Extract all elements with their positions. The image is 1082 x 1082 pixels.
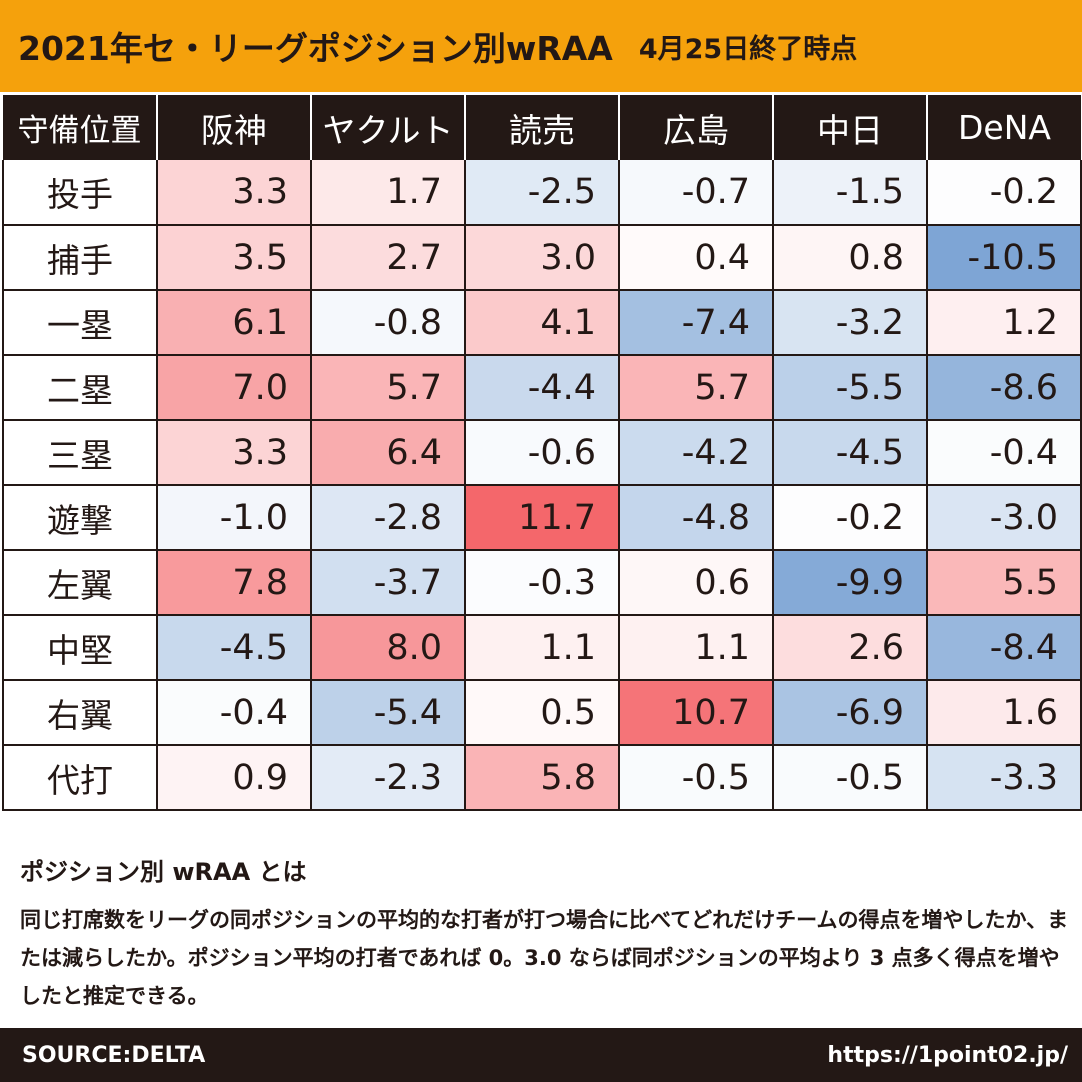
column-header-4: 中日 xyxy=(772,95,927,160)
heat-cell-r4-c1: 6.4 xyxy=(310,419,466,486)
note-body: 同じ打席数をリーグの同ポジションの平均的な打者が打つ場合に比べてどれだけチームの… xyxy=(20,908,1069,1008)
heat-cell-r8-c1: -5.4 xyxy=(310,679,466,746)
row-label-6: 左翼 xyxy=(2,549,158,616)
table-row: 遊撃 -1.0 -2.8 11.7 -4.8 -0.2 -3.0 xyxy=(2,484,1082,551)
corner-label: 守備位置 xyxy=(3,95,157,160)
heat-cell-r5-c0: -1.0 xyxy=(156,484,312,551)
heat-cell-r6-c2: -0.3 xyxy=(464,549,620,616)
heat-cell-r2-c0: 6.1 xyxy=(156,289,312,356)
heat-cell-r9-c4: -0.5 xyxy=(772,744,928,811)
row-label-5: 遊撃 xyxy=(2,484,158,551)
heat-cell-r2-c5: 1.2 xyxy=(926,289,1082,356)
heat-cell-r6-c5: 5.5 xyxy=(926,549,1082,616)
heat-cell-r1-c2: 3.0 xyxy=(464,224,620,291)
column-header-0: 阪神 xyxy=(156,95,311,160)
header-banner: 2021年セ・リーグポジション別wRAA 4月25日終了時点 xyxy=(0,0,1082,92)
heat-cell-r4-c3: -4.2 xyxy=(618,419,774,486)
heat-cell-r2-c2: 4.1 xyxy=(464,289,620,356)
table-row: 二塁 7.0 5.7 -4.4 5.7 -5.5 -8.6 xyxy=(2,354,1082,421)
heat-cell-r3-c2: -4.4 xyxy=(464,354,620,421)
heat-cell-r3-c0: 7.0 xyxy=(156,354,312,421)
heat-cell-r8-c3: 10.7 xyxy=(618,679,774,746)
row-label-4: 三塁 xyxy=(2,419,158,486)
table-row: 中堅 -4.5 8.0 1.1 1.1 2.6 -8.4 xyxy=(2,614,1082,681)
heat-cell-r1-c0: 3.5 xyxy=(156,224,312,291)
row-label-8: 右翼 xyxy=(2,679,158,746)
table-row: 代打 0.9 -2.3 5.8 -0.5 -0.5 -3.3 xyxy=(2,744,1082,811)
heat-cell-r6-c1: -3.7 xyxy=(310,549,466,616)
row-label-3: 二塁 xyxy=(2,354,158,421)
heat-cell-r3-c3: 5.7 xyxy=(618,354,774,421)
heat-cell-r5-c1: -2.8 xyxy=(310,484,466,551)
row-label-2: 一塁 xyxy=(2,289,158,356)
heat-cell-r7-c5: -8.4 xyxy=(926,614,1082,681)
table-row: 三塁 3.3 6.4 -0.6 -4.2 -4.5 -0.4 xyxy=(2,419,1082,486)
column-header-1: ヤクルト xyxy=(310,95,465,160)
heat-cell-r6-c0: 7.8 xyxy=(156,549,312,616)
heat-cell-r9-c3: -0.5 xyxy=(618,744,774,811)
heatmap-body: 投手 3.3 1.7 -2.5 -0.7 -1.5 -0.2 捕手 3.5 2.7 3.0 0.4 0.… xyxy=(2,160,1082,811)
heat-cell-r9-c2: 5.8 xyxy=(464,744,620,811)
heat-cell-r0-c3: -0.7 xyxy=(618,160,774,226)
heat-cell-r7-c1: 8.0 xyxy=(310,614,466,681)
row-label-0: 投手 xyxy=(2,160,158,226)
heat-cell-r7-c4: 2.6 xyxy=(772,614,928,681)
row-label-1: 捕手 xyxy=(2,224,158,291)
row-label-7: 中堅 xyxy=(2,614,158,681)
table-row: 投手 3.3 1.7 -2.5 -0.7 -1.5 -0.2 xyxy=(2,160,1082,226)
heat-cell-r3-c4: -5.5 xyxy=(772,354,928,421)
row-label-9: 代打 xyxy=(2,744,158,811)
heat-cell-r8-c0: -0.4 xyxy=(156,679,312,746)
heat-cell-r2-c4: -3.2 xyxy=(772,289,928,356)
table-row: 左翼 7.8 -3.7 -0.3 0.6 -9.9 5.5 xyxy=(2,549,1082,616)
heat-cell-r3-c1: 5.7 xyxy=(310,354,466,421)
note-title: ポジション別 wRAA とは xyxy=(20,858,307,886)
footer-bar: SOURCE:DELTA https://1point02.jp/ xyxy=(0,1028,1082,1082)
source-label: SOURCE:DELTA xyxy=(22,1042,206,1068)
heat-cell-r2-c3: -7.4 xyxy=(618,289,774,356)
table-row: 一塁 6.1 -0.8 4.1 -7.4 -3.2 1.2 xyxy=(2,289,1082,356)
heat-cell-r0-c4: -1.5 xyxy=(772,160,928,226)
heat-cell-r4-c0: 3.3 xyxy=(156,419,312,486)
heat-cell-r4-c5: -0.4 xyxy=(926,419,1082,486)
heat-cell-r0-c2: -2.5 xyxy=(464,160,620,226)
heat-cell-r0-c1: 1.7 xyxy=(310,160,466,226)
table-row: 捕手 3.5 2.7 3.0 0.4 0.8 -10.5 xyxy=(2,224,1082,291)
column-header-3: 広島 xyxy=(618,95,773,160)
heat-cell-r9-c0: 0.9 xyxy=(156,744,312,811)
column-header-2: 読売 xyxy=(464,95,619,160)
header-row: 守備位置 阪神 ヤクルト 読売 広島 中日 DeNA xyxy=(3,95,1081,160)
heat-cell-r4-c2: -0.6 xyxy=(464,419,620,486)
column-header-5: DeNA xyxy=(926,95,1081,160)
heat-cell-r5-c5: -3.0 xyxy=(926,484,1082,551)
heat-cell-r8-c5: 1.6 xyxy=(926,679,1082,746)
heat-cell-r9-c5: -3.3 xyxy=(926,744,1082,811)
heat-cell-r1-c3: 0.4 xyxy=(618,224,774,291)
heat-cell-r9-c1: -2.3 xyxy=(310,744,466,811)
heat-cell-r1-c4: 0.8 xyxy=(772,224,928,291)
heat-cell-r5-c2: 11.7 xyxy=(464,484,620,551)
heat-cell-r6-c4: -9.9 xyxy=(772,549,928,616)
heat-cell-r3-c5: -8.6 xyxy=(926,354,1082,421)
site-url[interactable]: https://1point02.jp/ xyxy=(827,1042,1068,1068)
chart-subtitle: 4月25日終了時点 xyxy=(638,33,858,65)
heat-cell-r1-c5: -10.5 xyxy=(926,224,1082,291)
heat-cell-r4-c4: -4.5 xyxy=(772,419,928,486)
heat-cell-r0-c5: -0.2 xyxy=(926,160,1082,226)
heat-cell-r0-c0: 3.3 xyxy=(156,160,312,226)
heat-cell-r8-c2: 0.5 xyxy=(464,679,620,746)
explanation-note: ポジション別 wRAA とは 同じ打席数をリーグの同ポジションの平均的な打者が打… xyxy=(20,848,1070,1015)
heat-cell-r5-c4: -0.2 xyxy=(772,484,928,551)
heat-cell-r8-c4: -6.9 xyxy=(772,679,928,746)
chart-title: 2021年セ・リーグポジション別wRAA xyxy=(18,29,613,68)
heat-cell-r2-c1: -0.8 xyxy=(310,289,466,356)
heat-cell-r5-c3: -4.8 xyxy=(618,484,774,551)
heat-cell-r7-c3: 1.1 xyxy=(618,614,774,681)
heat-cell-r7-c0: -4.5 xyxy=(156,614,312,681)
heat-cell-r1-c1: 2.7 xyxy=(310,224,466,291)
wraa-heatmap-table: 守備位置 阪神 ヤクルト 読売 広島 中日 DeNA 投手 3.3 1.7 -2.5 -0.7 -1… xyxy=(2,95,1082,811)
heat-cell-r6-c3: 0.6 xyxy=(618,549,774,616)
heat-cell-r7-c2: 1.1 xyxy=(464,614,620,681)
table-row: 右翼 -0.4 -5.4 0.5 10.7 -6.9 1.6 xyxy=(2,679,1082,746)
